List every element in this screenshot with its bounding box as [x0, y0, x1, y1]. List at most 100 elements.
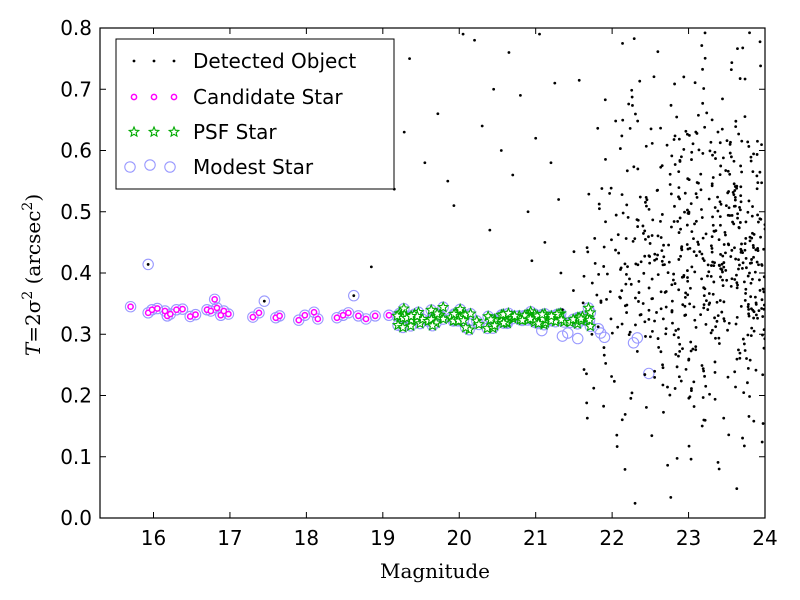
detected-object-point: [694, 345, 698, 349]
legend-box: [115, 38, 395, 190]
detected-object-point: [692, 380, 696, 384]
legend-label-modest-star: Modest Star: [193, 155, 314, 179]
detected-object-point: [758, 278, 761, 282]
detected-object-point: [672, 138, 676, 141]
detected-object-point: [746, 140, 750, 144]
candidate-star-point: [333, 314, 341, 322]
detected-object-point: [730, 61, 734, 64]
detected-object-point: [744, 292, 747, 295]
detected-object-point: [756, 181, 760, 184]
detected-object-point: [656, 234, 660, 238]
detected-object-point: [743, 299, 747, 302]
detected-object-point: [733, 278, 737, 281]
detected-object-point: [423, 161, 427, 165]
detected-object-point: [634, 296, 637, 300]
detected-object-point: [697, 148, 701, 152]
detected-object-point: [734, 119, 738, 123]
detected-object-point: [759, 217, 763, 221]
candidate-star-point: [207, 307, 215, 315]
detected-object-point: [679, 227, 682, 231]
detected-object-point: [585, 416, 589, 420]
x-tick-label: 24: [752, 526, 777, 550]
detected-object-point: [572, 289, 575, 292]
detected-object-point: [758, 289, 762, 292]
detected-object-point: [597, 202, 601, 206]
detected-object-point: [676, 220, 680, 223]
detected-object-point: [707, 197, 711, 201]
detected-object-point: [756, 220, 760, 224]
detected-object-point: [553, 81, 557, 85]
modest-star-point: [598, 331, 611, 344]
detected-object-point: [662, 255, 666, 259]
detected-object-point: [402, 130, 406, 134]
detected-object-point: [667, 260, 671, 264]
detected-object-point: [592, 386, 596, 390]
detected-object-point: [729, 140, 732, 144]
detected-object-point: [672, 220, 676, 223]
detected-object-point: [739, 304, 743, 308]
detected-object-point: [534, 136, 538, 140]
detected-object-point: [697, 243, 700, 246]
detected-object-point: [722, 243, 726, 246]
detected-object-point: [684, 291, 688, 295]
detected-object-point: [740, 242, 743, 246]
detected-object-point: [738, 351, 742, 355]
detected-object-point: [733, 189, 737, 192]
detected-object-point: [700, 44, 704, 47]
detected-object-point: [737, 267, 740, 271]
detected-object-point: [757, 263, 760, 267]
candidate-star-point: [166, 310, 174, 318]
detected-object-point: [692, 405, 696, 408]
candidate-star-point: [213, 304, 221, 312]
detected-object-point: [746, 274, 750, 278]
detected-object-point: [647, 286, 651, 290]
detected-object-point: [719, 223, 722, 227]
detected-object-point: [679, 379, 683, 383]
modest-star-point: [556, 330, 569, 342]
detected-object-point: [696, 240, 700, 244]
detected-object-point: [648, 261, 652, 265]
candidate-star-point: [220, 307, 228, 315]
legend-marker-psf-star: [167, 125, 181, 138]
detected-object-point: [706, 263, 710, 267]
detected-object-point: [703, 31, 707, 35]
detected-object-point: [737, 348, 740, 352]
detected-object-point: [653, 319, 656, 323]
detected-object-point: [748, 239, 752, 243]
detected-object-point: [760, 263, 764, 266]
detected-object-point: [593, 237, 597, 240]
modest-star-point: [253, 307, 265, 319]
detected-object-point: [711, 292, 715, 296]
modest-star-point: [124, 300, 137, 313]
detected-object-point: [596, 325, 600, 329]
detected-object-point: [666, 463, 670, 467]
detected-object-point: [746, 366, 750, 370]
detected-object-point: [741, 337, 745, 341]
detected-object-point: [746, 210, 750, 214]
detected-object-point: [751, 244, 755, 247]
detected-object-point: [636, 167, 640, 171]
detected-object-point: [762, 307, 765, 311]
detected-object-point: [677, 231, 681, 234]
y-tick-label: 0.3: [60, 322, 92, 346]
detected-object-point: [760, 143, 763, 146]
detected-object-point: [672, 272, 676, 276]
detected-object-point: [726, 169, 730, 173]
detected-object-point: [616, 233, 620, 237]
detected-object-point: [733, 196, 737, 199]
detected-object-point: [651, 329, 654, 333]
detected-object-point: [590, 332, 594, 336]
detected-object-point: [750, 258, 753, 261]
detected-object-point: [623, 304, 627, 308]
detected-object-point: [656, 273, 660, 277]
detected-object-point: [604, 361, 608, 365]
detected-object-point: [723, 319, 726, 323]
detected-object-point: [602, 346, 606, 349]
detected-object-point: [739, 185, 743, 189]
psf-star-point: [391, 309, 404, 322]
detected-object-point: [621, 211, 625, 215]
candidate-star-point: [173, 306, 180, 314]
detected-object-point: [637, 300, 640, 303]
candidate-star-point: [211, 295, 219, 303]
